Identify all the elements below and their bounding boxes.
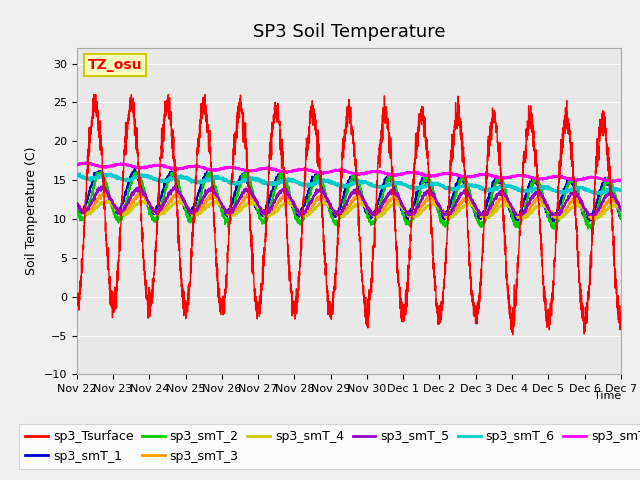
Title: SP3 Soil Temperature: SP3 Soil Temperature [253,23,445,41]
Legend: sp3_Tsurface, sp3_smT_1, sp3_smT_2, sp3_smT_3, sp3_smT_4, sp3_smT_5, sp3_smT_6, : sp3_Tsurface, sp3_smT_1, sp3_smT_2, sp3_… [19,424,640,469]
Y-axis label: Soil Temperature (C): Soil Temperature (C) [25,147,38,276]
Text: TZ_osu: TZ_osu [88,58,142,72]
Text: Time: Time [593,391,621,401]
